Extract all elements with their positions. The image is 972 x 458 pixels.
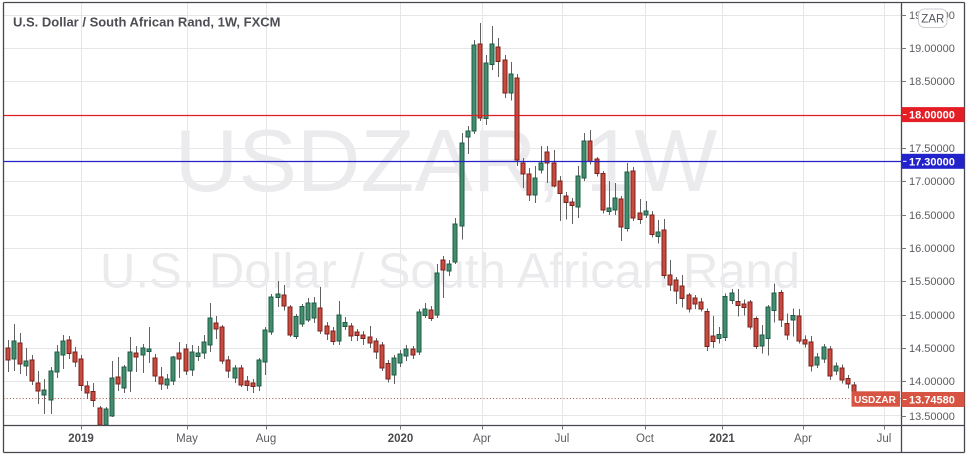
svg-text:15.00000: 15.00000 (909, 310, 955, 322)
svg-text:Apr: Apr (794, 433, 812, 445)
svg-text:13.50000: 13.50000 (909, 411, 955, 423)
svg-text:Jul: Jul (877, 433, 892, 445)
svg-text:16.00000: 16.00000 (909, 243, 955, 255)
svg-text:Apr: Apr (473, 433, 491, 445)
svg-text:2020: 2020 (388, 433, 414, 445)
svg-text:USDZAR: USDZAR (854, 395, 896, 406)
svg-text:16.50000: 16.50000 (909, 210, 955, 222)
svg-text:17.00000: 17.00000 (909, 176, 955, 188)
svg-text:18.50000: 18.50000 (909, 76, 955, 88)
svg-text:USDZAR, 1W: USDZAR, 1W (175, 111, 718, 210)
svg-text:14.00000: 14.00000 (909, 376, 955, 388)
svg-text:15.50000: 15.50000 (909, 276, 955, 288)
svg-text:ZAR: ZAR (921, 14, 944, 26)
svg-text:U.S. Dollar / South African Ra: U.S. Dollar / South African Rand, 1W, FX… (13, 15, 280, 30)
svg-text:18.00000: 18.00000 (909, 110, 955, 122)
svg-text:13.74580: 13.74580 (909, 395, 955, 407)
svg-text:19.00000: 19.00000 (909, 43, 955, 55)
svg-text:Oct: Oct (636, 433, 655, 445)
svg-text:May: May (176, 433, 198, 445)
svg-text:2019: 2019 (68, 433, 94, 445)
svg-text:17.50000: 17.50000 (909, 143, 955, 155)
svg-text:2021: 2021 (709, 433, 735, 445)
svg-text:17.30000: 17.30000 (909, 156, 955, 168)
svg-text:Jul: Jul (555, 433, 570, 445)
svg-text:14.50000: 14.50000 (909, 343, 955, 355)
svg-text:Aug: Aug (256, 433, 276, 445)
